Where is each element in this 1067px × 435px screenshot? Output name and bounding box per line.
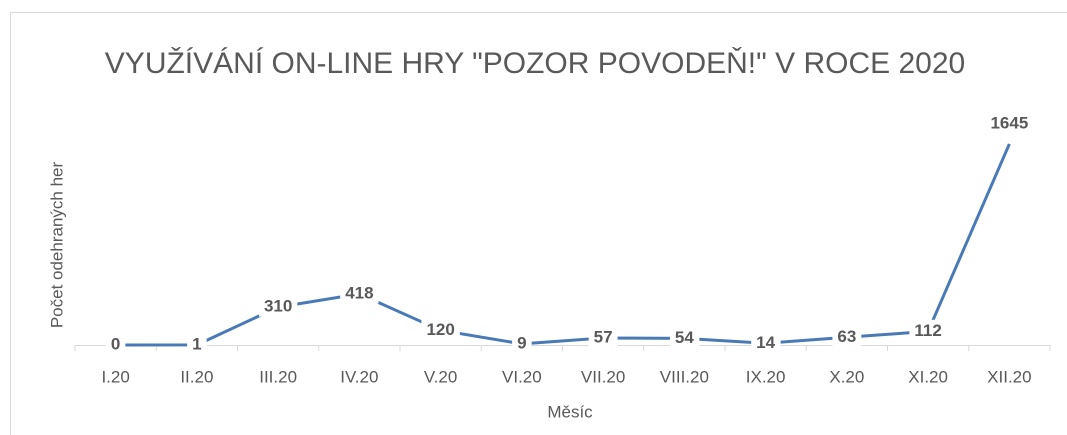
data-label: 418 <box>345 283 373 302</box>
data-label-bg <box>105 333 126 355</box>
data-label: 54 <box>675 328 694 347</box>
y-axis-label: Počet odehraných her <box>47 162 66 329</box>
data-label-bg <box>512 332 532 354</box>
data-label: 120 <box>426 320 454 339</box>
x-tick-label: III.20 <box>259 367 297 386</box>
x-tick-label: II.20 <box>180 367 213 386</box>
data-label-bg <box>340 282 379 304</box>
x-tick-label: IX.20 <box>746 367 786 386</box>
data-label: 14 <box>756 333 775 352</box>
line <box>115 143 1011 347</box>
data-label: 9 <box>517 333 526 352</box>
data-label: 1645 <box>990 113 1028 132</box>
data-label-bg <box>832 325 862 347</box>
x-tick-label: VIII.20 <box>660 367 709 386</box>
data-label-bg <box>588 326 618 348</box>
x-tick-label: XI.20 <box>908 367 948 386</box>
data-label-bg <box>669 326 700 348</box>
data-label: 57 <box>594 328 613 347</box>
x-tick-label: XII.20 <box>987 367 1031 386</box>
data-label-bg <box>985 112 1034 134</box>
data-label: 0 <box>111 334 120 353</box>
x-tick-label: VII.20 <box>581 367 625 386</box>
x-tick-label: I.20 <box>101 367 129 386</box>
data-label: 112 <box>914 321 941 340</box>
x-tick-label: VI.20 <box>502 367 542 386</box>
data-label: 1 <box>192 334 201 353</box>
data-label-bg <box>909 319 947 341</box>
chart-title: VYUŽÍVÁNÍ ON-LINE HRY "POZOR POVODEŇ!" V… <box>104 47 966 80</box>
data-label: 310 <box>264 297 292 316</box>
data-label-bg <box>258 295 298 317</box>
chart-border <box>10 12 1067 435</box>
data-label-bg <box>751 331 781 353</box>
x-tick-label: V.20 <box>424 367 457 386</box>
x-tick-label: IV.20 <box>340 367 378 386</box>
data-label: 63 <box>837 327 856 346</box>
data-label-bg <box>421 318 460 340</box>
x-tick-label: X.20 <box>829 367 864 386</box>
data-label-bg <box>187 333 207 355</box>
x-axis-label: Měsíc <box>547 402 593 421</box>
